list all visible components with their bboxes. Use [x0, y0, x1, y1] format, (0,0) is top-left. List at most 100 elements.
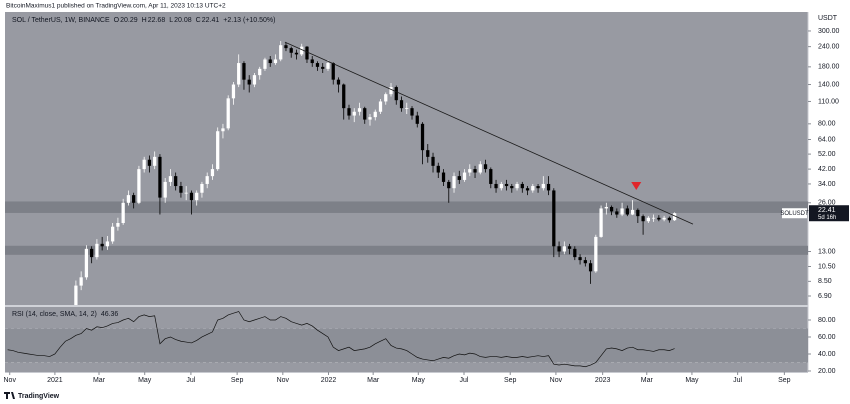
rsi-tick-label: 60.00	[818, 334, 836, 341]
ohlc-key: H	[142, 17, 147, 24]
candle-body	[536, 186, 540, 189]
candle-body	[205, 176, 209, 184]
last-price-box	[809, 205, 849, 222]
candle-body	[279, 45, 283, 60]
candle-body	[373, 111, 377, 118]
zone	[5, 245, 808, 255]
price-tick-label: 6.90	[818, 293, 832, 300]
price-tick-label: 26.00	[818, 200, 836, 207]
currency-label: USDT	[818, 15, 838, 22]
candle-body	[305, 46, 309, 60]
candle-body	[431, 156, 435, 166]
tradingview-logo: TradingView	[4, 392, 60, 400]
ohlc-value: 20.29	[120, 17, 138, 24]
candle-body	[300, 46, 304, 55]
candle-body	[410, 108, 414, 116]
candle-body	[541, 183, 545, 189]
countdown: 5d 16h	[818, 215, 836, 221]
candle-body	[520, 183, 524, 189]
price-tick-label: 80.00	[818, 121, 836, 128]
candle-body	[478, 164, 482, 173]
candle-body	[121, 202, 125, 224]
candle-body	[515, 183, 519, 189]
candle-body	[462, 172, 467, 180]
candle-body	[237, 63, 241, 85]
candle-body	[384, 94, 388, 102]
trendline	[284, 41, 694, 225]
time-tick-label: Nov	[277, 377, 290, 384]
ohlc-key: C	[196, 17, 201, 24]
candle-body	[184, 192, 188, 194]
time-tick-label: Mar	[641, 377, 654, 384]
time-tick-label: 2023	[595, 377, 611, 384]
candle-body	[352, 111, 356, 116]
candle-body	[200, 183, 204, 193]
candle-body	[447, 181, 451, 189]
candle-body	[363, 108, 367, 120]
candle-body	[657, 217, 661, 220]
logo-icon	[4, 392, 15, 399]
candle-body	[100, 243, 104, 247]
candle-body	[531, 186, 535, 191]
candle-body	[105, 241, 110, 247]
symbol-tag-text: SOLUSDT	[780, 211, 809, 217]
candle-body	[426, 150, 430, 157]
ohlc-key: O	[114, 17, 120, 24]
price-tick-label: 240.00	[818, 43, 840, 50]
symbol: SOL / TetherUS, 1W, BINANCE	[12, 17, 110, 24]
candle-body	[594, 236, 598, 272]
candle-body	[273, 59, 278, 64]
candle-body	[153, 156, 157, 166]
rsi-tick-label: 80.00	[818, 317, 836, 324]
candle-body	[195, 192, 199, 201]
candle-body	[615, 211, 619, 215]
price-tick-label: 8.50	[818, 278, 832, 285]
price-tick-label: 64.00	[818, 136, 836, 143]
price-pane	[5, 12, 808, 305]
candle-body	[667, 217, 671, 221]
candle-body	[326, 63, 330, 69]
candle-body	[510, 186, 514, 189]
time-tick-label: May	[138, 377, 152, 384]
candle-body	[405, 108, 409, 109]
candle-body	[163, 181, 167, 198]
candle-body	[599, 208, 603, 237]
candle-body	[620, 208, 624, 215]
rsi-value: 46.36	[101, 311, 119, 318]
candle-body	[630, 209, 635, 215]
candle-body	[263, 59, 267, 69]
candle-body	[552, 190, 556, 247]
candle-body	[578, 257, 582, 261]
candle-body	[289, 48, 293, 53]
price-tick-label: 180.00	[818, 64, 840, 71]
candle-body	[294, 52, 299, 55]
ohlc-value: 20.08	[174, 17, 192, 24]
candle-body	[168, 176, 173, 182]
rsi-legend: RSI (14, close, SMA, 14, 2) 46.36	[12, 311, 118, 318]
candle-body	[331, 63, 335, 80]
rsi-tick-label: 20.00	[818, 368, 836, 375]
candle-body	[347, 108, 351, 116]
zone	[5, 201, 808, 213]
candle-body	[132, 195, 136, 203]
price-tick-label: 10.50	[818, 263, 836, 270]
rsi-title: RSI (14, close, SMA, 14, 2)	[12, 311, 97, 318]
candle-body	[452, 176, 456, 189]
candle-body	[147, 159, 152, 166]
candle-body	[378, 101, 383, 112]
candle-body	[142, 159, 146, 170]
price-tick-label: 52.00	[818, 151, 836, 158]
symbol-tag	[782, 208, 807, 219]
candle-body	[137, 169, 141, 203]
price-tick-label: 34.00	[818, 181, 836, 188]
candle-body	[79, 277, 83, 286]
candle-body	[494, 183, 498, 189]
candle-body	[394, 87, 398, 101]
candle-body	[399, 100, 404, 109]
candle-body	[321, 66, 325, 69]
candle-body	[268, 59, 272, 64]
change: +2.13	[223, 17, 241, 24]
candle-body	[651, 217, 656, 219]
